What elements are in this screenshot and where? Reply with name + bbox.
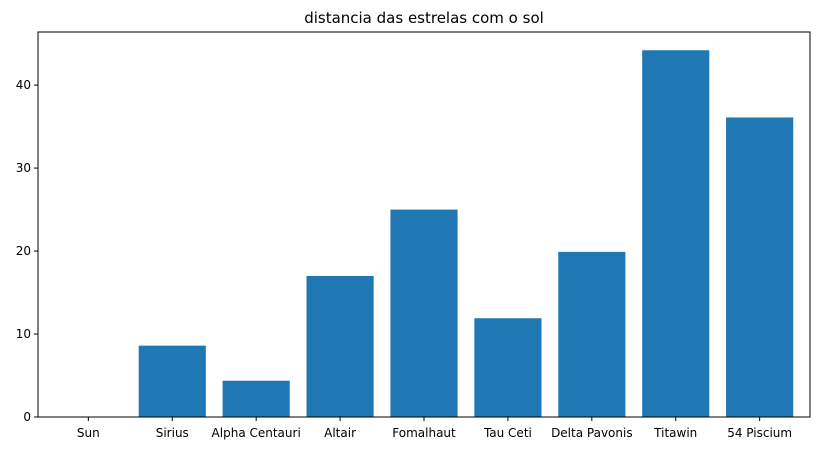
bar-titawin	[642, 50, 710, 418]
y-tick-label: 0	[23, 410, 31, 424]
y-tick-label: 40	[16, 78, 31, 92]
bar-alpha-centauri	[222, 380, 290, 417]
x-tick-label: 54 Piscium	[727, 426, 792, 440]
bar-sirius	[138, 345, 206, 417]
y-tick-label: 20	[16, 244, 31, 258]
x-tick-label: Sirius	[156, 426, 189, 440]
x-tick-label: Tau Ceti	[483, 426, 532, 440]
x-tick-label: Titawin	[653, 426, 697, 440]
bar-altair	[306, 275, 374, 417]
bars-layer	[138, 50, 794, 418]
x-tick-label: Delta Pavonis	[551, 426, 633, 440]
y-tick-label: 10	[16, 327, 31, 341]
chart-title: distancia das estrelas com o sol	[304, 9, 544, 27]
axes-layer: 0 10 20 30 40 Sun Sirius Alpha Centauri Altair Fo…	[16, 31, 811, 440]
x-tick-label: Alpha Centauri	[212, 426, 301, 440]
x-tick-label: Altair	[324, 426, 356, 440]
x-tick-label: Fomalhaut	[392, 426, 456, 440]
bar-fomalhaut	[390, 209, 458, 417]
bar-tau-ceti	[474, 318, 542, 417]
x-tick-label: Sun	[77, 426, 100, 440]
bar-delta-pavonis	[558, 251, 626, 417]
y-tick-label: 30	[16, 161, 31, 175]
bar-54-piscium	[726, 117, 794, 417]
